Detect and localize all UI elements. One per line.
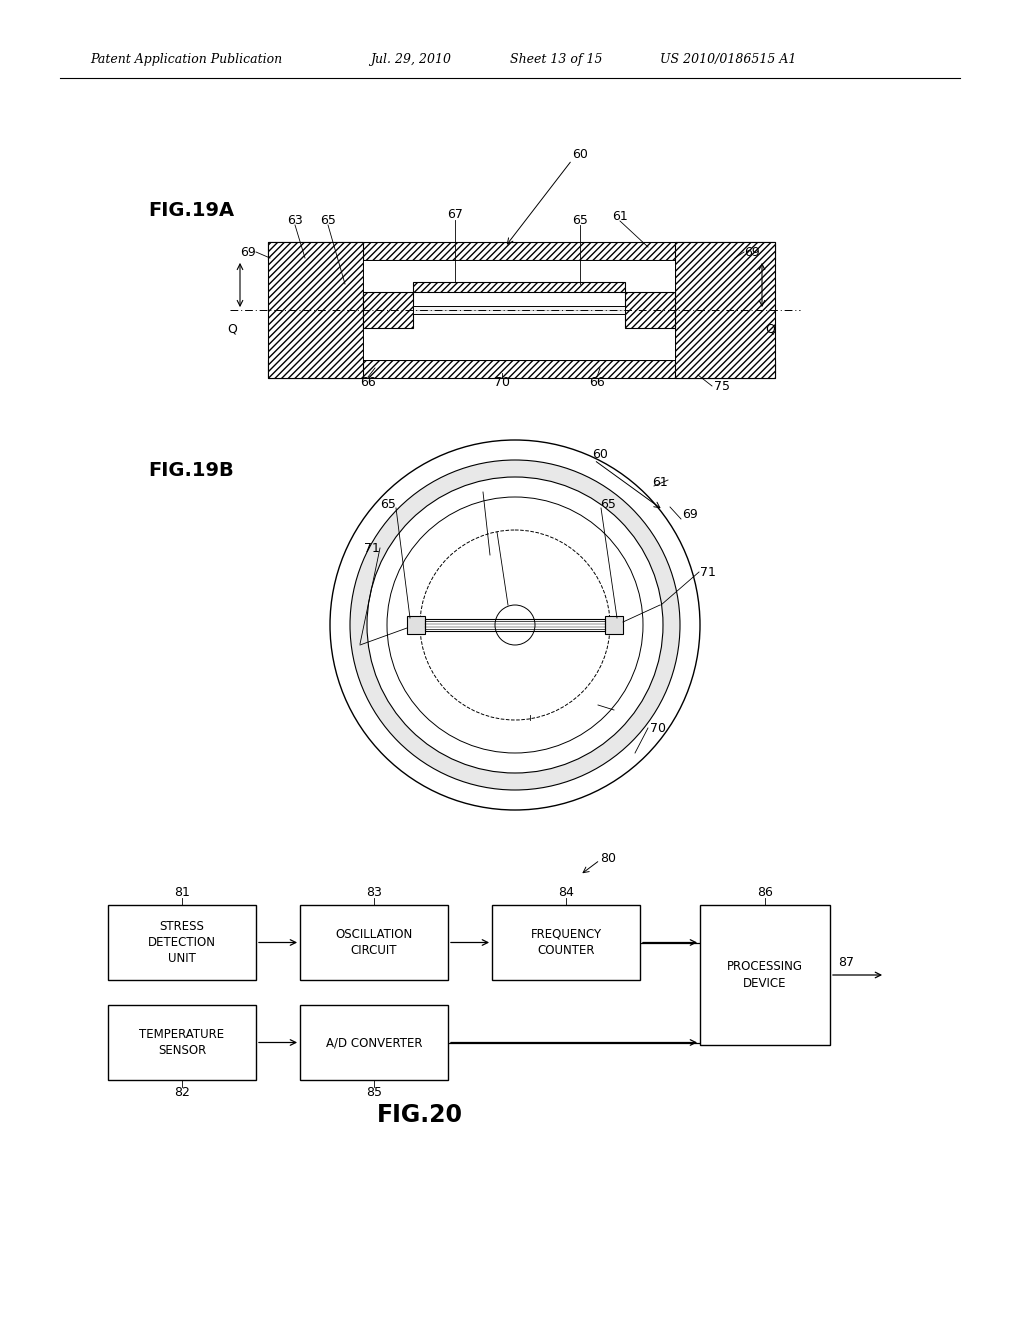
Text: OSCILLATION
CIRCUIT: OSCILLATION CIRCUIT [336, 928, 413, 957]
Text: 69: 69 [240, 246, 256, 259]
Text: 67: 67 [475, 480, 490, 494]
Text: STRESS
DETECTION
UNIT: STRESS DETECTION UNIT [148, 920, 216, 965]
Text: 66: 66 [589, 375, 605, 388]
Text: 52: 52 [489, 520, 505, 533]
Text: 87: 87 [838, 957, 854, 969]
Bar [268, 242, 775, 378]
Text: FIG.19A: FIG.19A [148, 201, 234, 219]
Text: 63: 63 [287, 214, 303, 227]
Text: FIG.19B: FIG.19B [148, 461, 233, 479]
Bar [413, 306, 625, 314]
Text: PROCESSING
DEVICE: PROCESSING DEVICE [727, 960, 803, 990]
Text: 83: 83 [366, 887, 382, 899]
Bar [413, 282, 625, 292]
Text: Jul. 29, 2010: Jul. 29, 2010 [370, 54, 451, 66]
Text: 85: 85 [366, 1085, 382, 1098]
Text: Patent Application Publication: Patent Application Publication [90, 54, 283, 66]
Circle shape [350, 459, 680, 789]
Bar [625, 292, 675, 327]
Text: 60: 60 [592, 449, 608, 462]
Text: FIG.20: FIG.20 [377, 1104, 463, 1127]
Text: Q: Q [227, 322, 237, 335]
Text: 65: 65 [572, 214, 588, 227]
Text: 84: 84 [558, 887, 573, 899]
Bar [407, 616, 425, 634]
Bar [492, 906, 640, 979]
Bar [300, 906, 449, 979]
Bar [605, 616, 623, 634]
Text: US 2010/0186515 A1: US 2010/0186515 A1 [660, 54, 797, 66]
Text: 72: 72 [614, 704, 630, 717]
Text: 71: 71 [365, 541, 380, 554]
Bar [300, 1005, 449, 1080]
Text: FREQUENCY
COUNTER: FREQUENCY COUNTER [530, 928, 601, 957]
Text: 70: 70 [650, 722, 666, 734]
Bar [700, 906, 830, 1045]
Text: 69: 69 [744, 246, 760, 259]
Text: 72: 72 [522, 714, 538, 726]
Circle shape [330, 440, 700, 810]
Text: 75: 75 [714, 380, 730, 392]
Text: 67: 67 [447, 209, 463, 222]
Text: Sheet 13 of 15: Sheet 13 of 15 [510, 54, 602, 66]
Text: 70: 70 [494, 375, 510, 388]
Text: 60: 60 [572, 149, 588, 161]
Circle shape [367, 477, 663, 774]
Text: 65: 65 [380, 499, 396, 511]
Bar [425, 619, 605, 631]
Bar [268, 360, 775, 378]
Circle shape [387, 498, 643, 752]
Text: TEMPERATURE
SENSOR: TEMPERATURE SENSOR [139, 1028, 224, 1057]
Text: 66: 66 [360, 375, 376, 388]
Bar [268, 242, 362, 378]
Text: A/D CONVERTER: A/D CONVERTER [326, 1036, 422, 1049]
Text: 69: 69 [682, 508, 698, 521]
Bar [268, 242, 775, 260]
Text: 61: 61 [652, 475, 668, 488]
Text: 82: 82 [174, 1085, 189, 1098]
Text: 81: 81 [174, 887, 189, 899]
Text: 65: 65 [600, 499, 616, 511]
Bar [362, 292, 413, 327]
Bar [108, 906, 256, 979]
Text: 80: 80 [600, 851, 616, 865]
Text: Q: Q [765, 322, 775, 335]
Bar [108, 1005, 256, 1080]
Circle shape [420, 531, 610, 719]
Bar [675, 242, 775, 378]
Text: 86: 86 [757, 887, 773, 899]
Text: 71: 71 [700, 565, 716, 578]
Text: 61: 61 [612, 210, 628, 223]
Text: 65: 65 [321, 214, 336, 227]
Bar [362, 260, 675, 360]
